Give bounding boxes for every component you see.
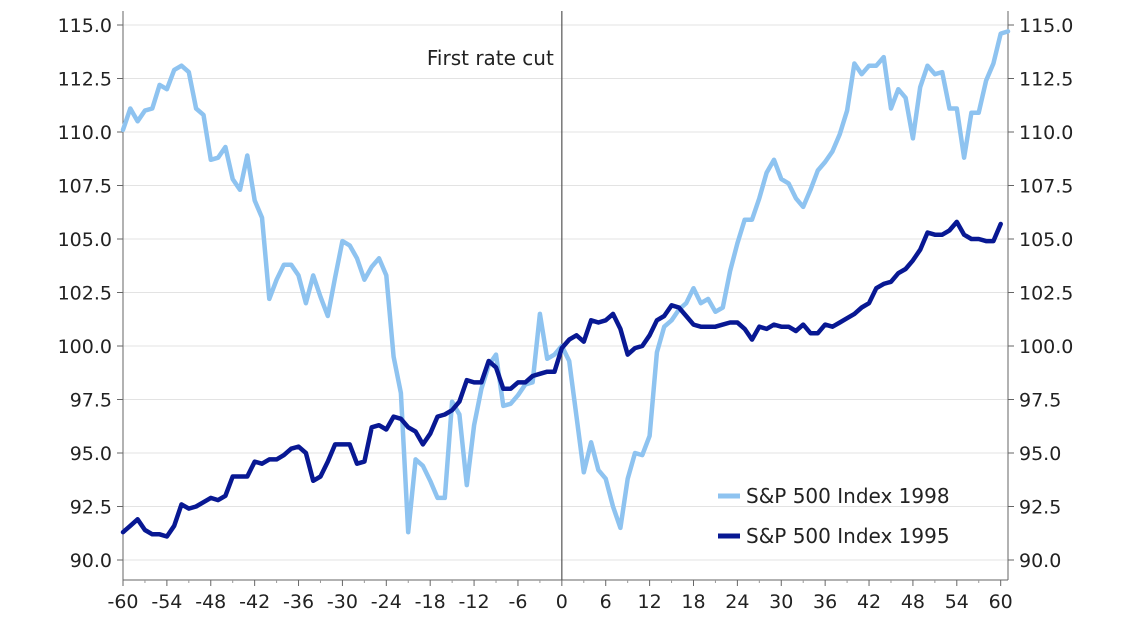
legend-label-1: S&P 500 Index 1995: [746, 524, 950, 548]
y-tick-label-left: 107.5: [58, 176, 112, 198]
y-tick-label-left: 110.0: [58, 122, 112, 144]
series-line-0: [120, 29, 1011, 535]
y-tick-label-right: 92.5: [1019, 497, 1061, 519]
x-tick-label: -42: [239, 591, 270, 613]
x-tick-label: -24: [371, 591, 402, 613]
x-tick-label: -36: [283, 591, 314, 613]
legend-label-0: S&P 500 Index 1998: [746, 484, 950, 508]
y-tick-label-left: 115.0: [58, 15, 112, 37]
x-tick-label: 30: [769, 591, 793, 613]
x-tick-label: 54: [945, 591, 969, 613]
x-tick-label: 42: [857, 591, 881, 613]
y-tick-label-left: 92.5: [70, 497, 112, 519]
y-tick-label-right: 90.0: [1019, 550, 1061, 572]
x-tick-label: 18: [681, 591, 705, 613]
x-tick-label: 12: [638, 591, 662, 613]
x-tick-label: -60: [107, 591, 138, 613]
y-tick-label-left: 100.0: [58, 336, 112, 358]
x-tick-label: -30: [327, 591, 358, 613]
series-layer: [120, 29, 1011, 539]
y-tick-label-left: 97.5: [70, 390, 112, 412]
y-tick-label-right: 102.5: [1019, 283, 1073, 305]
x-tick-label: 36: [813, 591, 837, 613]
y-tick-label-left: 95.0: [70, 443, 112, 465]
y-tick-label-left: 102.5: [58, 283, 112, 305]
y-tick-label-right: 105.0: [1019, 229, 1073, 251]
axes: 90.0 90.0 92.5 92.5 95.0 95.0 97.5 97.5 100.0 100…: [58, 11, 1073, 613]
y-tick-label-right: 100.0: [1019, 336, 1073, 358]
y-tick-label-right: 115.0: [1019, 15, 1073, 37]
y-tick-label-left: 112.5: [58, 69, 112, 91]
x-tick-label: 6: [600, 591, 612, 613]
x-tick-label: -6: [508, 591, 527, 613]
x-tick-label: -48: [195, 591, 226, 613]
first-rate-cut-label: First rate cut: [427, 46, 554, 70]
y-tick-label-left: 105.0: [58, 229, 112, 251]
x-tick-label: -18: [415, 591, 446, 613]
x-tick-label: 60: [989, 591, 1013, 613]
x-tick-label: -12: [459, 591, 490, 613]
x-tick-label: -54: [151, 591, 182, 613]
y-tick-label-right: 112.5: [1019, 69, 1073, 91]
series-line-1: [120, 219, 1003, 539]
x-tick-label: 24: [725, 591, 749, 613]
y-tick-label-left: 90.0: [70, 550, 112, 572]
legend: S&P 500 Index 1998 S&P 500 Index 1995: [718, 484, 950, 548]
y-tick-label-right: 110.0: [1019, 122, 1073, 144]
x-tick-label: 0: [556, 591, 568, 613]
x-tick-label: 48: [901, 591, 925, 613]
y-tick-label-right: 95.0: [1019, 443, 1061, 465]
annotation-layer: First rate cut: [427, 11, 563, 580]
y-tick-label-right: 107.5: [1019, 176, 1073, 198]
y-tick-label-right: 97.5: [1019, 390, 1061, 412]
